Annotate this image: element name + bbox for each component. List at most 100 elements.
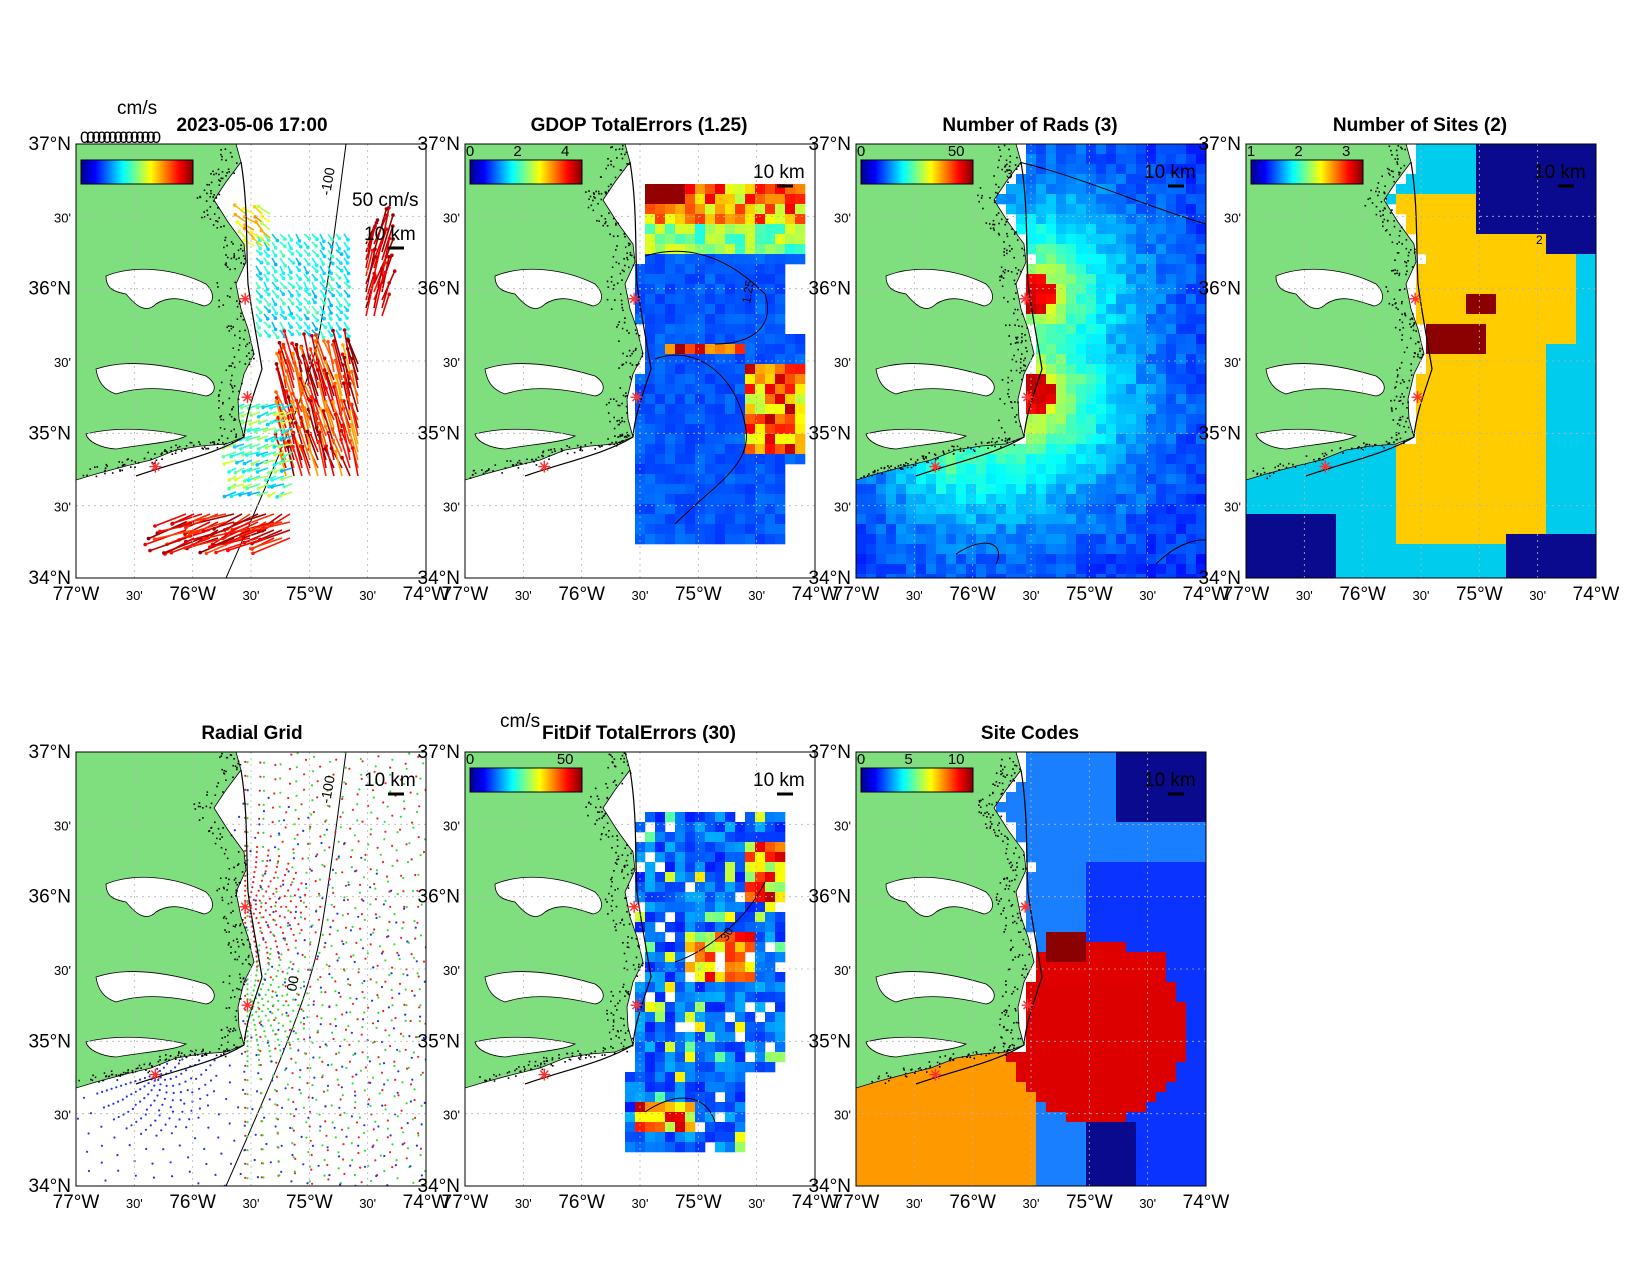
grid-cell xyxy=(886,494,896,504)
grid-cell xyxy=(695,464,705,474)
grid-cell xyxy=(1466,414,1476,424)
grid-cell xyxy=(1186,194,1196,204)
coast-dot xyxy=(1421,348,1423,350)
coast-dot xyxy=(615,249,617,251)
grid-cell xyxy=(785,424,795,434)
coast-dot xyxy=(617,405,619,407)
grid-cell xyxy=(695,244,705,254)
grid-cell xyxy=(1436,364,1446,374)
coast-dot xyxy=(620,273,622,275)
grid-cell xyxy=(735,194,745,204)
grid-cell xyxy=(1506,354,1516,364)
grid-cell xyxy=(785,434,795,444)
grid-cell xyxy=(1456,434,1466,444)
vector-head xyxy=(259,319,263,323)
grid-cell xyxy=(705,414,715,424)
grid-cell xyxy=(1176,554,1186,564)
grid-cell xyxy=(695,374,705,384)
coast-dot xyxy=(1008,377,1010,379)
grid-cell xyxy=(1526,234,1536,244)
coast-dot xyxy=(977,195,979,197)
grid-cell xyxy=(1096,344,1106,354)
coast-dot xyxy=(608,412,610,414)
coast-dot xyxy=(237,318,239,320)
grid-cell xyxy=(1006,484,1016,494)
coast-dot xyxy=(601,199,603,201)
vector-head xyxy=(289,270,293,274)
coast-dot xyxy=(225,175,227,177)
grid-cell xyxy=(685,354,695,364)
grid-cell xyxy=(1066,284,1076,294)
grid-cell xyxy=(645,224,655,234)
grid-cell xyxy=(1136,414,1146,424)
grid-cell xyxy=(745,494,755,504)
vector-head xyxy=(297,293,301,297)
grid-cell xyxy=(1386,544,1396,554)
vector-head xyxy=(314,398,318,402)
grid-cell xyxy=(725,444,735,454)
grid-cell xyxy=(1196,544,1206,554)
vector-head xyxy=(259,311,263,315)
vector-head xyxy=(260,229,264,233)
coast-dot xyxy=(622,270,624,272)
coast-dot xyxy=(613,284,615,286)
vector-head xyxy=(348,429,352,433)
lat-tick-label: 37°N xyxy=(1199,134,1241,155)
grid-cell xyxy=(1496,304,1506,314)
grid-point xyxy=(253,876,255,878)
coast-dot xyxy=(238,391,240,393)
grid-cell xyxy=(1086,374,1096,384)
lon-tick-label: 30' xyxy=(243,588,260,603)
grid-cell xyxy=(1196,384,1206,394)
grid-cell xyxy=(715,514,725,524)
grid-cell xyxy=(1576,384,1586,394)
coast-dot xyxy=(1401,243,1403,245)
vector-head xyxy=(329,311,333,315)
grid-cell xyxy=(996,484,1006,494)
grid-cell xyxy=(1056,234,1066,244)
grid-cell xyxy=(1056,334,1066,344)
coast-dot xyxy=(495,464,497,466)
grid-cell xyxy=(1386,454,1396,464)
coast-dot xyxy=(232,391,234,393)
coast-dot xyxy=(232,362,234,364)
grid-cell xyxy=(1176,304,1186,314)
grid-cell xyxy=(1496,524,1506,534)
coast-dot xyxy=(1403,381,1405,383)
vector-head xyxy=(275,495,279,499)
grid-cell xyxy=(1546,384,1556,394)
grid-cell xyxy=(1556,354,1566,364)
vector-head xyxy=(314,278,318,282)
grid-cell xyxy=(1076,434,1086,444)
coast-dot xyxy=(588,198,590,200)
grid-cell xyxy=(1356,544,1366,554)
grid-cell xyxy=(1176,204,1186,214)
coast-dot xyxy=(206,200,208,202)
lon-tick-label: 30' xyxy=(126,588,143,603)
grid-cell xyxy=(1436,404,1446,414)
grid-cell xyxy=(1456,144,1466,154)
grid-point xyxy=(262,916,264,918)
grid-cell xyxy=(685,494,695,504)
coast-dot xyxy=(621,304,623,306)
grid-cell xyxy=(1506,554,1516,564)
grid-cell xyxy=(775,294,785,304)
grid-cell xyxy=(916,514,926,524)
grid-cell xyxy=(675,204,685,214)
grid-cell xyxy=(1136,534,1146,544)
coast-dot xyxy=(1016,361,1018,363)
coast-dot xyxy=(228,171,230,173)
coast-dot xyxy=(1406,248,1408,250)
grid-cell xyxy=(725,314,735,324)
grid-cell xyxy=(1446,194,1456,204)
coast-dot xyxy=(605,191,607,193)
grid-cell xyxy=(1176,224,1186,234)
coast-dot xyxy=(1410,338,1412,340)
grid-cell xyxy=(1136,194,1146,204)
grid-cell xyxy=(705,264,715,274)
grid-point xyxy=(275,888,277,890)
grid-cell xyxy=(715,454,725,464)
grid-cell xyxy=(1186,524,1196,534)
grid-cell xyxy=(1096,254,1106,264)
grid-cell xyxy=(665,424,675,434)
